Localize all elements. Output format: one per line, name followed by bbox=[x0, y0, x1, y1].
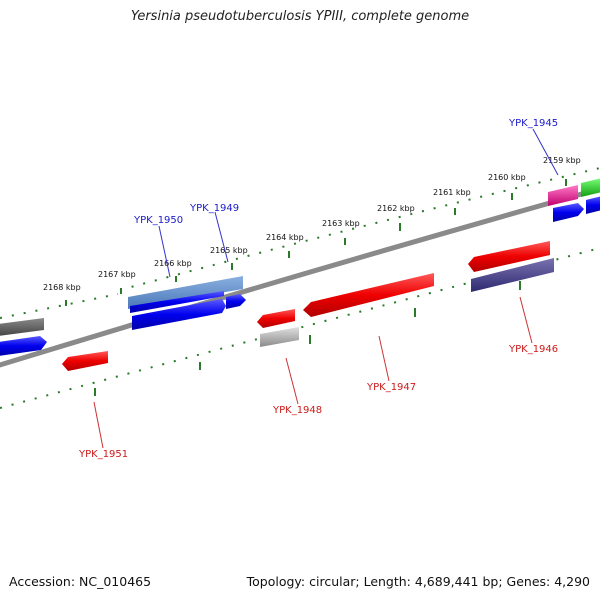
ruler-label: 2161 kbp bbox=[433, 188, 471, 197]
gene-label: YPK_1946 bbox=[508, 344, 558, 355]
gene-block bbox=[260, 327, 299, 347]
lower-ruler bbox=[0, 247, 600, 409]
gene-block bbox=[553, 203, 584, 222]
gene-block bbox=[257, 309, 295, 328]
lower-ruler-major-ticks bbox=[94, 281, 521, 396]
upper-ruler-left bbox=[0, 293, 119, 319]
ruler-label: 2164 kbp bbox=[266, 233, 304, 242]
ruler-label: 2163 kbp bbox=[322, 219, 360, 228]
gene-label: YPK_1949 bbox=[189, 203, 239, 214]
gene-block bbox=[0, 318, 44, 336]
gene-block bbox=[303, 273, 434, 317]
gene-block bbox=[128, 276, 243, 309]
gene-block bbox=[0, 336, 47, 356]
gene-labels: YPK_1950 YPK_1949 YPK_1945 YPK_1951 YPK_… bbox=[78, 118, 558, 460]
gene-block bbox=[468, 241, 550, 272]
ruler-label: 2167 kbp bbox=[98, 270, 136, 279]
gene-block bbox=[586, 196, 600, 214]
ruler-label: 2166 kbp bbox=[154, 259, 192, 268]
gene-block bbox=[62, 351, 108, 371]
gene-label: YPK_1951 bbox=[78, 449, 128, 460]
gene-block bbox=[130, 291, 224, 313]
ruler-label: 2160 kbp bbox=[488, 173, 526, 182]
genome-summary: Topology: circular; Length: 4,689,441 bp… bbox=[246, 574, 590, 589]
map-title: Yersinia pseudotuberculosis YPIII, compl… bbox=[130, 9, 470, 24]
gene-block bbox=[471, 258, 554, 292]
upper-ruler-major-ticks bbox=[65, 179, 567, 306]
gene-label: YPK_1947 bbox=[366, 382, 416, 393]
ruler-label: 2159 kbp bbox=[543, 156, 581, 165]
accession-text: Accession: NC_010465 bbox=[9, 574, 152, 589]
ruler-label: 2165 kbp bbox=[210, 246, 248, 255]
ruler-labels: 2168 kbp 2167 kbp 2166 kbp 2165 kbp 2164… bbox=[43, 156, 581, 292]
label-leaders bbox=[93, 128, 559, 449]
gene-block bbox=[581, 178, 600, 197]
ruler-label: 2168 kbp bbox=[43, 283, 81, 292]
gene-block bbox=[226, 294, 246, 309]
ruler-label: 2162 kbp bbox=[377, 204, 415, 213]
gene-label: YPK_1950 bbox=[133, 215, 183, 226]
gene-block bbox=[548, 185, 578, 206]
gene-block bbox=[132, 299, 226, 330]
forward-genes bbox=[0, 178, 600, 356]
genome-backbone bbox=[0, 186, 600, 368]
gene-label: YPK_1948 bbox=[272, 405, 322, 416]
reverse-genes bbox=[62, 241, 554, 371]
gene-label: YPK_1945 bbox=[508, 118, 558, 129]
